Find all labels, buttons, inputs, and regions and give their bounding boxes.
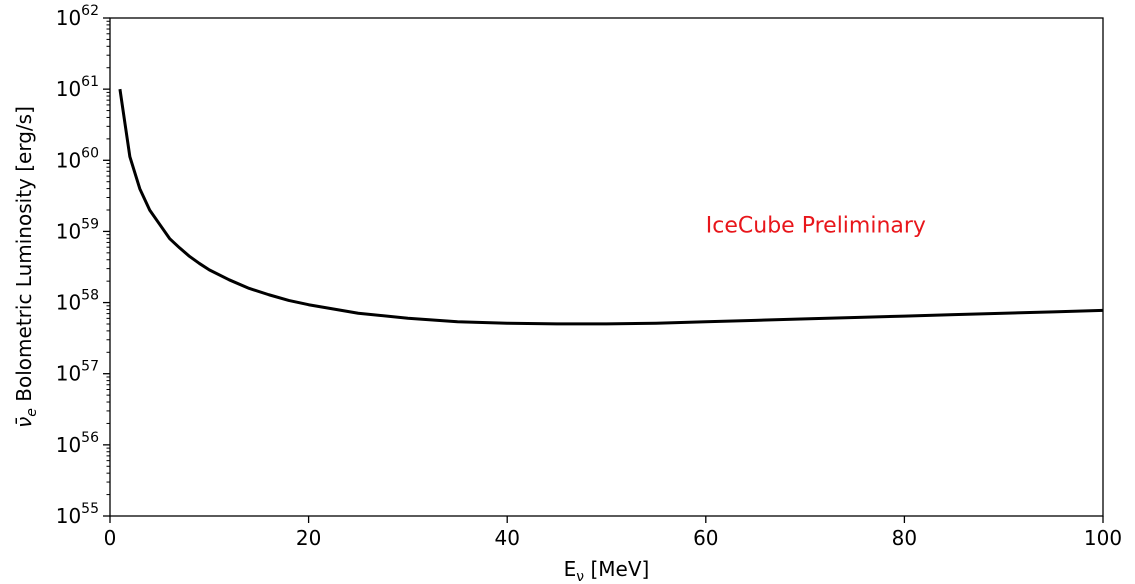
y-axis-label-rest: Bolometric Luminosity [erg/s]: [12, 106, 36, 408]
y-tick-label-55: 1055: [56, 501, 99, 528]
x-tick-label-100: 100: [1084, 526, 1122, 550]
y-axis-ticks: 1055 1056 1057 1058 1059 1060 1061 1062: [56, 3, 110, 528]
x-tick-label-0: 0: [104, 526, 117, 550]
x-axis-ticks: 0 20 40 60 80 100: [104, 516, 1122, 550]
plot-frame: [109, 17, 1104, 517]
y-axis-label: ν̄e Bolometric Luminosity [erg/s]: [12, 106, 40, 428]
y-axis-label-symbol: ν̄: [12, 417, 36, 428]
annotation-icecube-preliminary: IceCube Preliminary: [706, 213, 926, 238]
x-tick-label-80: 80: [892, 526, 917, 550]
x-axis-label-main: E: [564, 557, 577, 581]
x-axis-label-subscript: ν: [576, 569, 584, 584]
y-tick-label-62: 1062: [56, 3, 99, 30]
y-tick-label-61: 1061: [56, 74, 99, 101]
y-tick-label-59: 1059: [56, 216, 99, 243]
series-line: [118, 88, 1104, 326]
x-axis-label: Eν [MeV]: [564, 557, 650, 584]
y-tick-label-56: 1056: [56, 430, 99, 457]
y-axis-label-subscript: e: [24, 408, 40, 417]
y-tick-label-58: 1058: [56, 288, 99, 315]
y-tick-label-57: 1057: [56, 359, 99, 386]
x-tick-label-20: 20: [296, 526, 321, 550]
x-axis-label-unit: [MeV]: [584, 557, 649, 581]
x-tick-label-60: 60: [693, 526, 718, 550]
y-tick-label-60: 1060: [56, 145, 99, 172]
x-tick-label-40: 40: [494, 526, 519, 550]
